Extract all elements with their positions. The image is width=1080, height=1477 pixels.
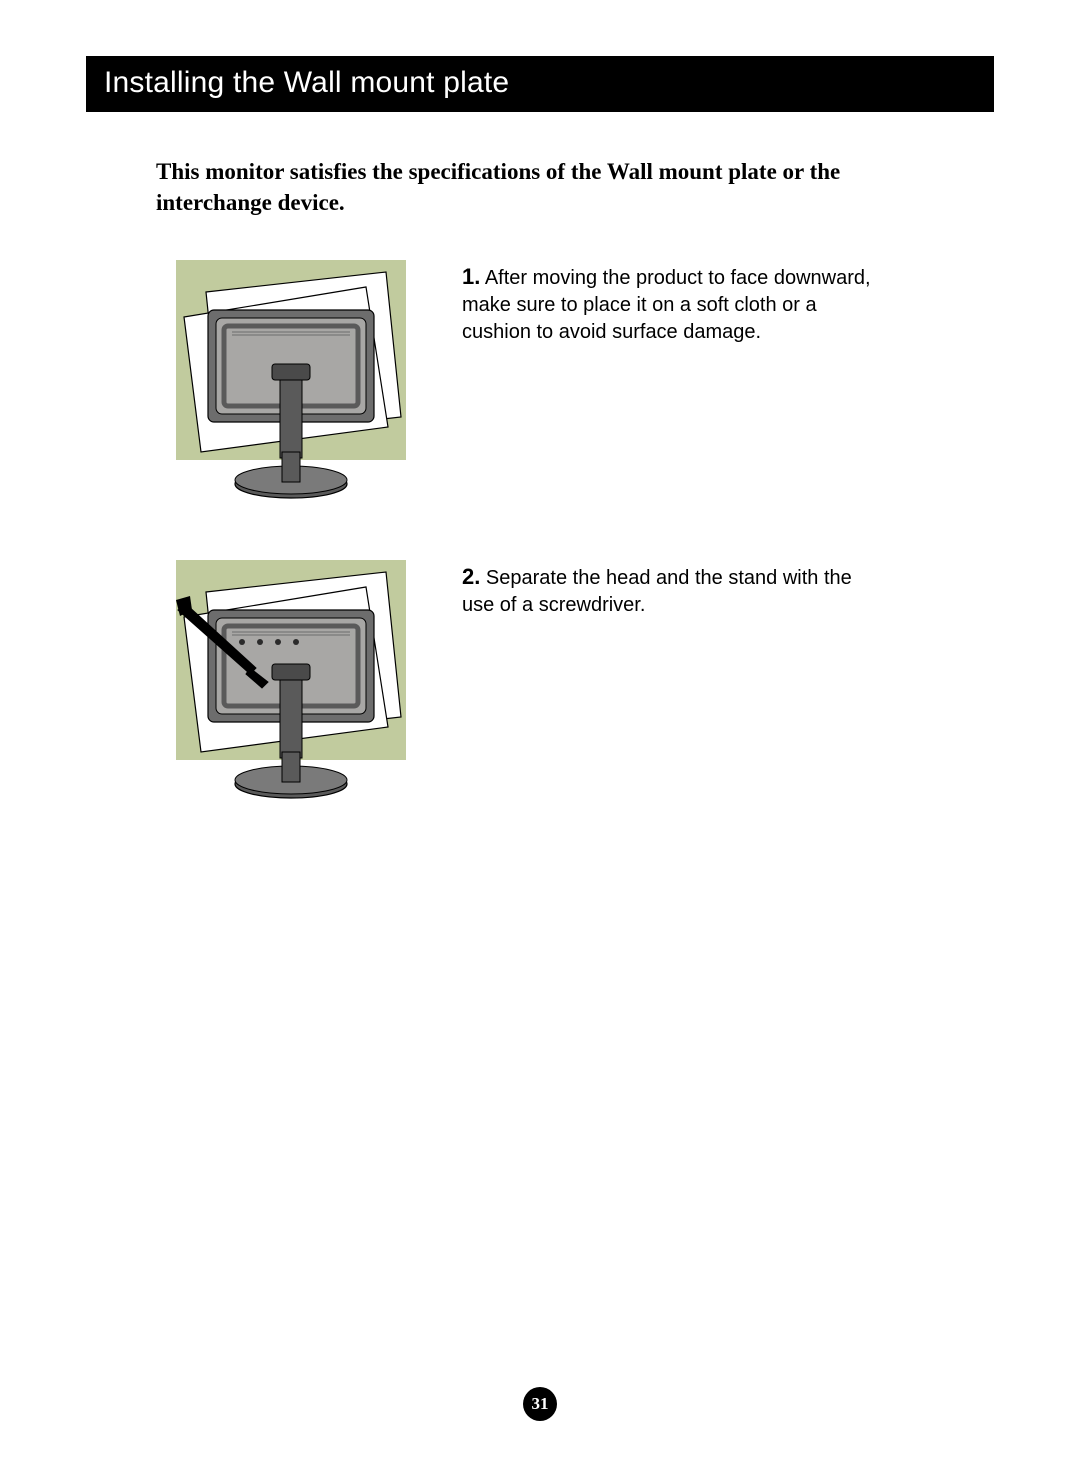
page-title-bar: Installing the Wall mount plate [86, 56, 994, 112]
intro-text: This monitor satisfies the specification… [156, 156, 926, 218]
step-1-text-block: 1. After moving the product to face down… [462, 252, 872, 346]
step-1-illustration [176, 252, 406, 512]
step-1-number: 1. [462, 264, 480, 289]
page-title: Installing the Wall mount plate [104, 66, 509, 99]
step-1-text: After moving the product to face downwar… [462, 267, 871, 343]
step-2-number: 2. [462, 564, 480, 589]
step-2: 2. Separate the head and the stand with … [176, 552, 994, 812]
page-number-badge: 31 [523, 1387, 557, 1421]
step-2-text-block: 2. Separate the head and the stand with … [462, 552, 872, 619]
page-number: 31 [532, 1394, 549, 1414]
step-2-illustration [176, 552, 406, 812]
step-2-text: Separate the head and the stand with the… [462, 567, 852, 616]
document-page: Installing the Wall mount plate This mon… [0, 0, 1080, 1477]
steps-container: 1. After moving the product to face down… [176, 252, 994, 812]
step-1: 1. After moving the product to face down… [176, 252, 994, 512]
